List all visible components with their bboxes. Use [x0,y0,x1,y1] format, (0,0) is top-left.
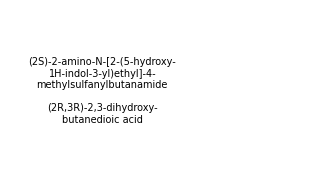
Text: (2S)-2-amino-N-[2-(5-hydroxy-
1H-indol-3-yl)ethyl]-4-
methylsulfanylbutanamide

: (2S)-2-amino-N-[2-(5-hydroxy- 1H-indol-3… [29,57,176,125]
